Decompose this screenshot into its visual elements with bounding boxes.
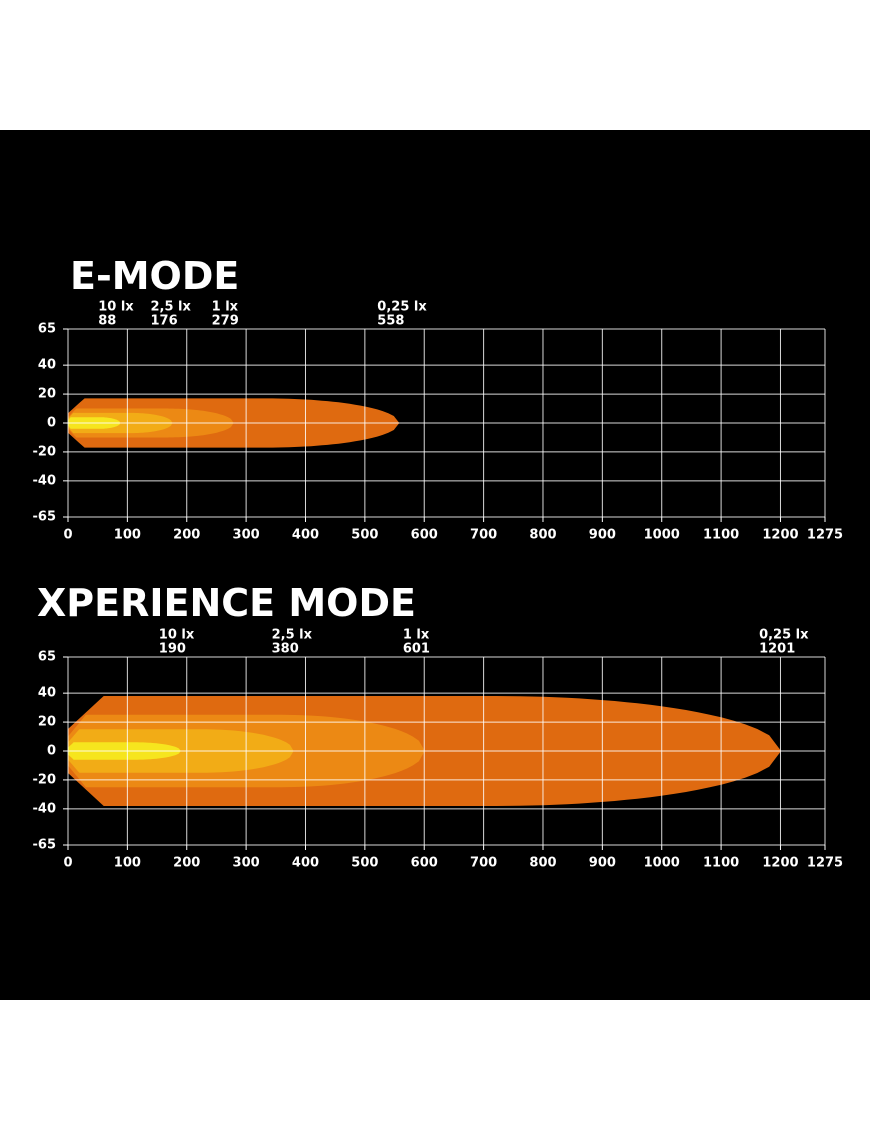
- background: [0, 130, 870, 1000]
- y-tick-label: -65: [33, 838, 57, 853]
- distance-label: 1201: [759, 642, 795, 657]
- distance-label: 380: [272, 642, 299, 657]
- x-tick-label: 900: [589, 528, 616, 543]
- x-tick-label: 1100: [703, 856, 739, 871]
- x-tick-label: 500: [351, 856, 378, 871]
- distance-label: 190: [159, 642, 186, 657]
- x-tick-label: 0: [63, 856, 72, 871]
- y-tick-label: -20: [33, 444, 57, 459]
- distance-label: 601: [403, 642, 430, 657]
- x-tick-label: 800: [529, 528, 556, 543]
- y-tick-label: 0: [47, 744, 56, 759]
- lux-label: 1 lx: [212, 300, 239, 315]
- x-tick-label: 500: [351, 528, 378, 543]
- y-tick-label: -20: [33, 772, 57, 787]
- x-tick-label: 300: [233, 856, 260, 871]
- x-tick-label: 200: [173, 528, 200, 543]
- x-tick-label: 400: [292, 856, 319, 871]
- distance-label: 176: [150, 314, 177, 329]
- x-tick-label: 1100: [703, 528, 739, 543]
- y-tick-label: -40: [33, 801, 57, 816]
- x-tick-label: 600: [411, 856, 438, 871]
- x-tick-label: 0: [63, 528, 72, 543]
- y-tick-label: 65: [38, 322, 56, 337]
- x-tick-label: 100: [114, 528, 141, 543]
- x-tick-label: 700: [470, 528, 497, 543]
- x-tick-label: 800: [529, 856, 556, 871]
- chart-title: E-MODE: [70, 254, 239, 298]
- x-tick-label: 900: [589, 856, 616, 871]
- x-tick-label: 1000: [644, 856, 680, 871]
- lux-label: 2,5 lx: [272, 628, 313, 643]
- y-tick-label: 65: [38, 650, 56, 665]
- x-tick-label: 400: [292, 528, 319, 543]
- distance-label: 88: [98, 314, 116, 329]
- y-tick-label: 0: [47, 416, 56, 431]
- lux-label: 1 lx: [403, 628, 430, 643]
- y-tick-label: 40: [38, 358, 56, 373]
- lux-label: 0,25 lx: [377, 300, 427, 315]
- x-tick-label: 100: [114, 856, 141, 871]
- lux-label: 0,25 lx: [759, 628, 809, 643]
- x-tick-label: 300: [233, 528, 260, 543]
- distance-label: 558: [377, 314, 404, 329]
- x-tick-label: 200: [173, 856, 200, 871]
- lux-label: 2,5 lx: [150, 300, 191, 315]
- y-tick-label: -40: [33, 473, 57, 488]
- x-tick-label: 1000: [644, 528, 680, 543]
- lux-label: 10 lx: [98, 300, 134, 315]
- x-tick-label: 1275: [807, 856, 843, 871]
- y-tick-label: 40: [38, 686, 56, 701]
- x-tick-label: 1200: [762, 528, 798, 543]
- lux-label: 10 lx: [159, 628, 195, 643]
- distance-label: 279: [212, 314, 239, 329]
- y-tick-label: -65: [33, 510, 57, 525]
- chart-title: XPERIENCE MODE: [37, 581, 416, 625]
- x-tick-label: 600: [411, 528, 438, 543]
- x-tick-label: 1275: [807, 528, 843, 543]
- x-tick-label: 700: [470, 856, 497, 871]
- x-tick-label: 1200: [762, 856, 798, 871]
- y-tick-label: 20: [38, 387, 56, 402]
- y-tick-label: 20: [38, 715, 56, 730]
